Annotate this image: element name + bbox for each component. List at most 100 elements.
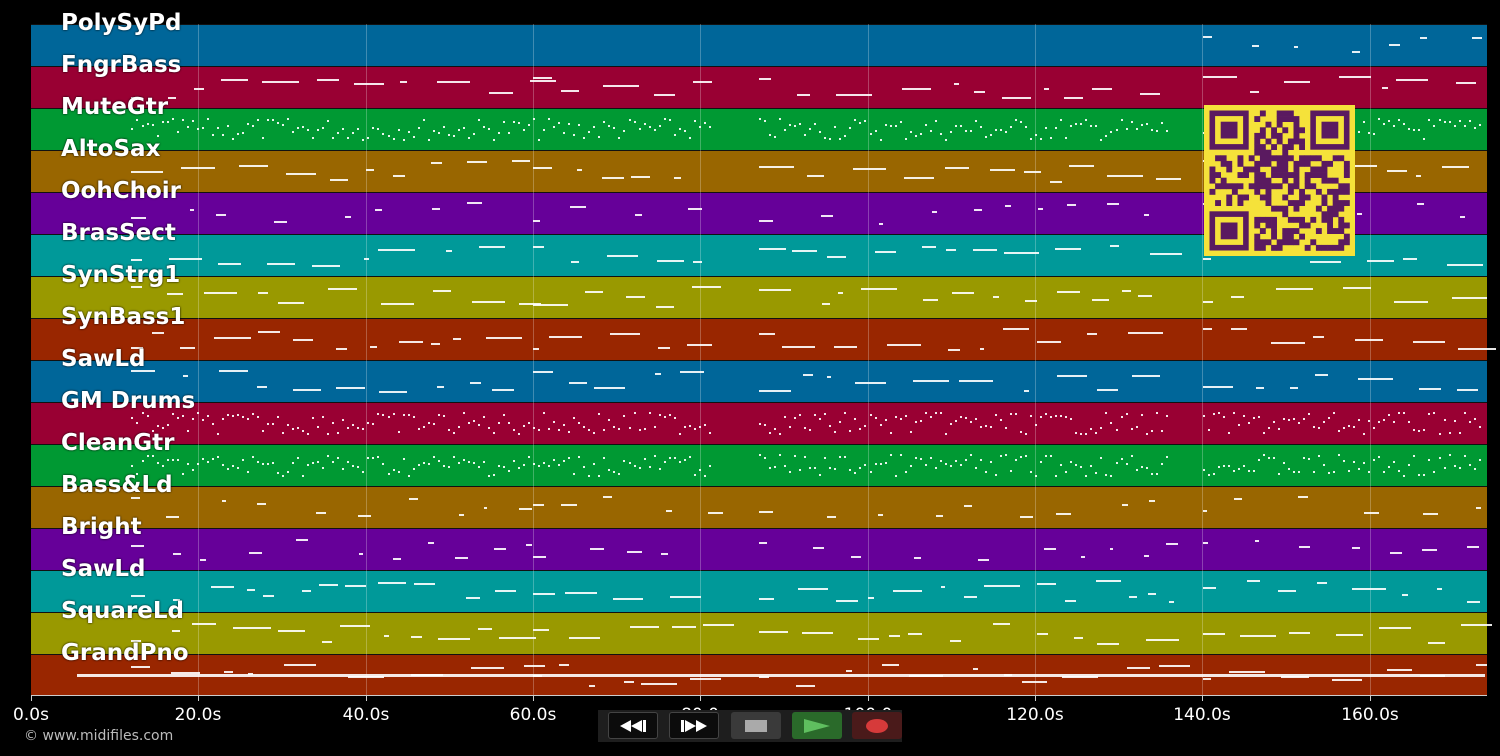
- note-event: [851, 556, 861, 558]
- play-button[interactable]: [792, 712, 842, 739]
- track-name: FngrBass: [61, 52, 182, 78]
- qr-module: [1343, 188, 1350, 195]
- note-event: [1040, 461, 1043, 463]
- note-event: [607, 255, 639, 257]
- note-event: [844, 135, 847, 137]
- qr-module: [1276, 205, 1283, 212]
- fast-forward-button[interactable]: [669, 712, 719, 739]
- note-event: [1288, 632, 1311, 634]
- note-event: [176, 459, 179, 461]
- note-event: [1353, 426, 1356, 428]
- note-event: [613, 127, 616, 129]
- track-lane[interactable]: [31, 444, 1487, 486]
- note-event: [410, 636, 422, 638]
- note-event: [1025, 455, 1028, 457]
- qr-module: [1271, 205, 1277, 212]
- qr-module: [1332, 194, 1339, 201]
- gridline: [1370, 24, 1371, 695]
- note-event: [337, 432, 340, 434]
- note-event: [944, 463, 947, 465]
- note-event: [1417, 203, 1424, 205]
- note-event: [829, 425, 832, 427]
- note-event: [979, 459, 982, 461]
- qr-module: [1304, 177, 1311, 184]
- note-event: [1262, 432, 1265, 434]
- qr-module: [1259, 216, 1266, 223]
- track-lane[interactable]: [31, 318, 1487, 360]
- note-event: [688, 137, 691, 139]
- note-event: [774, 136, 777, 138]
- note-event: [477, 119, 480, 121]
- note-event: [1090, 125, 1093, 127]
- track-lane[interactable]: [31, 612, 1487, 654]
- note-event: [1202, 328, 1212, 330]
- note-event: [1358, 419, 1361, 421]
- track-lane[interactable]: [31, 570, 1487, 612]
- note-event: [588, 475, 591, 477]
- note-event: [1433, 412, 1436, 414]
- track-lane[interactable]: [31, 360, 1487, 402]
- axis-tick: [868, 695, 869, 701]
- note-event: [990, 426, 993, 428]
- note-event: [1310, 261, 1341, 263]
- note-event: [236, 467, 239, 469]
- note-event: [1020, 121, 1023, 123]
- note-event: [759, 333, 775, 335]
- note-event: [864, 120, 867, 122]
- note-event: [1045, 127, 1048, 129]
- note-event: [708, 465, 711, 467]
- note-event: [1038, 208, 1044, 210]
- note-event: [262, 463, 265, 465]
- note-event: [1056, 513, 1072, 515]
- track-name: SynStrg1: [61, 262, 181, 288]
- qr-module: [1282, 239, 1289, 246]
- note-event: [1316, 582, 1327, 584]
- track-lane[interactable]: [31, 276, 1487, 318]
- note-event: [193, 88, 205, 90]
- note-event: [634, 214, 643, 216]
- note-event: [663, 416, 666, 418]
- note-event: [231, 138, 234, 140]
- note-event: [1363, 462, 1366, 464]
- note-event: [944, 139, 947, 141]
- qr-code-graphic: [1209, 110, 1350, 251]
- track-lane[interactable]: [31, 486, 1487, 528]
- note-event: [609, 333, 640, 335]
- qr-module: [1276, 116, 1283, 122]
- note-event: [1381, 87, 1389, 89]
- note-event: [181, 119, 184, 121]
- note-event: [887, 344, 922, 346]
- note-event: [1202, 386, 1233, 388]
- note-event: [1418, 129, 1421, 131]
- note-event: [1237, 424, 1240, 426]
- qr-module: [1310, 166, 1317, 173]
- qr-module: [1276, 172, 1283, 178]
- record-button[interactable]: [852, 712, 902, 739]
- track-lane[interactable]: [31, 528, 1487, 570]
- stop-button[interactable]: [731, 712, 781, 739]
- qr-module: [1293, 228, 1300, 234]
- note-event: [523, 129, 526, 131]
- note-event: [1086, 333, 1098, 335]
- note-event: [328, 288, 357, 290]
- note-event: [407, 131, 410, 133]
- note-event: [171, 459, 174, 461]
- note-event: [899, 454, 902, 456]
- qr-module: [1338, 239, 1345, 246]
- rewind-button[interactable]: [608, 712, 658, 739]
- note-event: [292, 428, 295, 430]
- note-event: [1095, 580, 1121, 582]
- note-event: [939, 412, 942, 414]
- track-lane[interactable]: [31, 24, 1487, 66]
- note-event: [829, 138, 832, 140]
- track-name: SynBass1: [61, 304, 186, 330]
- note-event: [186, 463, 189, 465]
- track-name: MuteGtr: [61, 94, 169, 120]
- note-event: [1252, 417, 1255, 419]
- note-event: [909, 431, 912, 433]
- track-lane[interactable]: [31, 66, 1487, 108]
- note-event: [919, 458, 922, 460]
- qr-code[interactable]: [1204, 105, 1355, 256]
- note-event: [412, 136, 415, 138]
- note-event: [430, 343, 440, 345]
